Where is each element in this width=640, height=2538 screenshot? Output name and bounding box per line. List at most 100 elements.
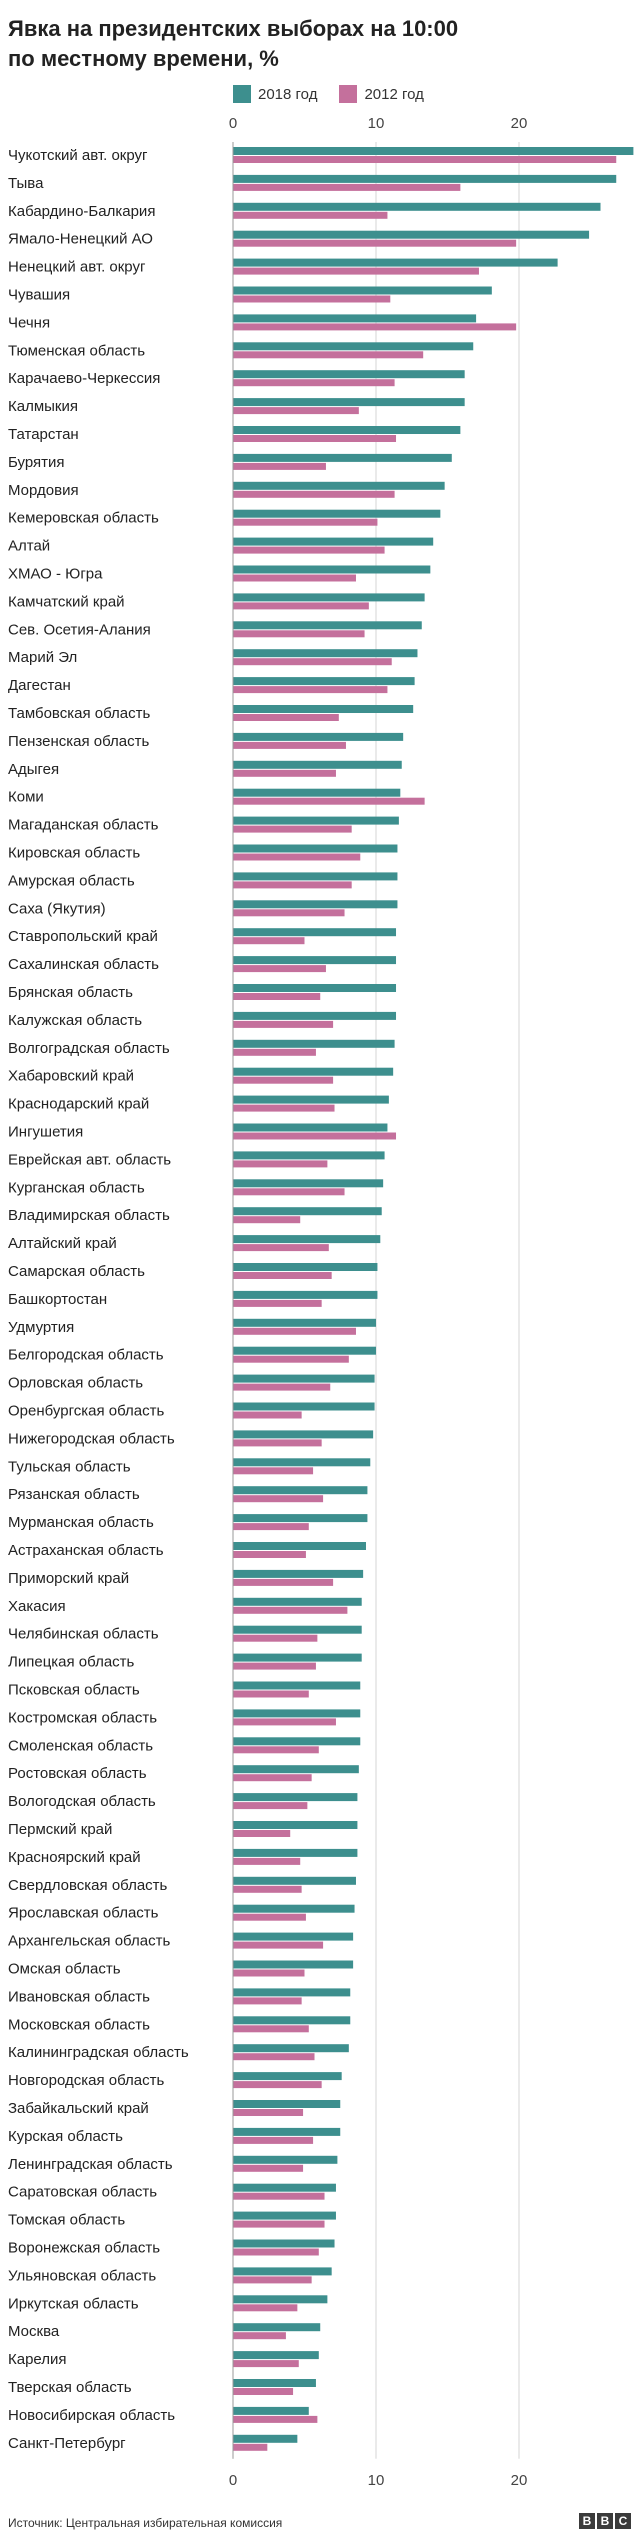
bar-2012 (233, 769, 336, 777)
bar-2018 (233, 509, 441, 518)
bar-2012 (233, 211, 388, 219)
category-label: Воронежская область (8, 2240, 160, 2257)
category-label: Белгородская область (8, 1347, 164, 1364)
x-tick-label-top: 10 (368, 115, 385, 132)
category-label: Хакасия (8, 1598, 66, 1615)
category-label: Сахалинская область (8, 956, 159, 973)
category-label: Татарстан (8, 426, 79, 443)
category-label: Магаданская область (8, 817, 159, 834)
bar-2018 (233, 984, 397, 992)
x-tick-label-bottom: 10 (368, 2472, 385, 2489)
bar-2018 (233, 286, 492, 295)
category-label: Ярославская область (8, 1905, 159, 1922)
bar-2012 (233, 462, 326, 470)
bar-2018 (233, 1765, 359, 1774)
bar-2018 (233, 1737, 361, 1746)
category-label: Нижегородская область (8, 1430, 175, 1447)
bar-2012 (233, 1857, 301, 1865)
bar-2018 (233, 1932, 354, 1941)
category-label: Тыва (8, 175, 44, 192)
bar-2012 (233, 993, 321, 1000)
bar-2012 (233, 546, 385, 554)
category-label: Коми (8, 789, 44, 806)
bar-2018 (233, 872, 398, 881)
bbc-logo: B B C (577, 2513, 631, 2529)
bar-2012 (233, 1606, 348, 1614)
bar-2018 (233, 2127, 341, 2136)
category-label: Ингушетия (8, 1124, 83, 1141)
bar-2012 (233, 714, 339, 721)
bar-2012 (233, 1578, 334, 1586)
bar-2018 (233, 900, 398, 909)
bar-2018 (233, 2379, 316, 2387)
category-label: Тамбовская область (8, 705, 150, 722)
bar-2018 (233, 1960, 354, 1969)
bar-2018 (233, 816, 399, 825)
bar-2018 (233, 398, 465, 407)
title-line-2: по местному времени, % (8, 46, 279, 71)
bar-2012 (233, 2081, 322, 2089)
category-label: Ульяновская область (8, 2267, 156, 2284)
category-label: Самарская область (8, 1263, 145, 1280)
category-label: Омская область (8, 1961, 121, 1978)
category-label: Калининградская область (8, 2044, 189, 2061)
bar-2012 (233, 1941, 324, 1949)
bar-2012 (233, 2220, 325, 2228)
category-label: Карелия (8, 2351, 67, 2368)
category-label: Архангельская область (8, 1933, 170, 1950)
category-label: Псковская область (8, 1682, 140, 1699)
category-label: Саха (Якутия) (8, 900, 106, 917)
bar-2018 (233, 537, 434, 546)
bar-2012 (233, 518, 378, 526)
bar-2012 (233, 937, 305, 945)
bar-2012 (233, 1634, 318, 1642)
bar-2012 (233, 1216, 301, 1224)
category-label: Мурманская область (8, 1514, 154, 1531)
bar-2012 (233, 435, 397, 442)
bar-2018 (233, 1876, 356, 1885)
category-label: Ненецкий авт. округ (8, 259, 146, 276)
bar-2012 (233, 351, 424, 359)
bar-2018 (233, 1430, 374, 1439)
category-label: Сев. Осетия-Алания (8, 621, 151, 638)
category-label: Башкортостан (8, 1291, 107, 1308)
bar-2012 (233, 2025, 309, 2033)
bar-2012 (233, 2388, 294, 2395)
bar-2018 (233, 705, 414, 713)
bar-2018 (233, 481, 445, 490)
bar-2018 (233, 844, 398, 853)
bar-2012 (233, 1885, 302, 1893)
bar-2018 (233, 2016, 351, 2025)
bar-2018 (233, 2295, 328, 2304)
bar-2018 (233, 342, 474, 351)
category-label: Вологодская область (8, 1793, 156, 1810)
legend-item-2012: 2012 год (339, 85, 424, 103)
bar-2018 (233, 2239, 335, 2248)
bar-2012 (233, 1774, 312, 1782)
bar-2012 (233, 1997, 302, 2005)
category-label: Забайкальский край (8, 2100, 149, 2117)
title-line-1: Явка на президентских выборах на 10:00 (8, 16, 459, 41)
bar-2012 (233, 323, 517, 331)
bar-2012 (233, 2053, 315, 2061)
bar-2012 (233, 741, 346, 749)
bar-2012 (233, 1076, 334, 1084)
bar-2012 (233, 1830, 291, 1837)
bar-2012 (233, 490, 395, 498)
bar-2018 (233, 2100, 341, 2108)
bar-2018 (233, 1681, 361, 1690)
bar-2018 (233, 2155, 338, 2164)
bar-2012 (233, 2304, 298, 2312)
bar-2018 (233, 928, 397, 937)
bar-2018 (233, 1625, 362, 1634)
category-label: Краснодарский край (8, 1096, 149, 1113)
category-label: Томская область (8, 2212, 125, 2229)
bar-2012 (233, 1802, 308, 1810)
x-tick-label-top: 0 (229, 115, 237, 132)
bar-2018 (233, 1011, 397, 1020)
bar-2018 (233, 732, 404, 741)
bar-2012 (233, 1327, 356, 1335)
bar-2018 (233, 314, 477, 323)
bar-2018 (233, 1123, 388, 1132)
